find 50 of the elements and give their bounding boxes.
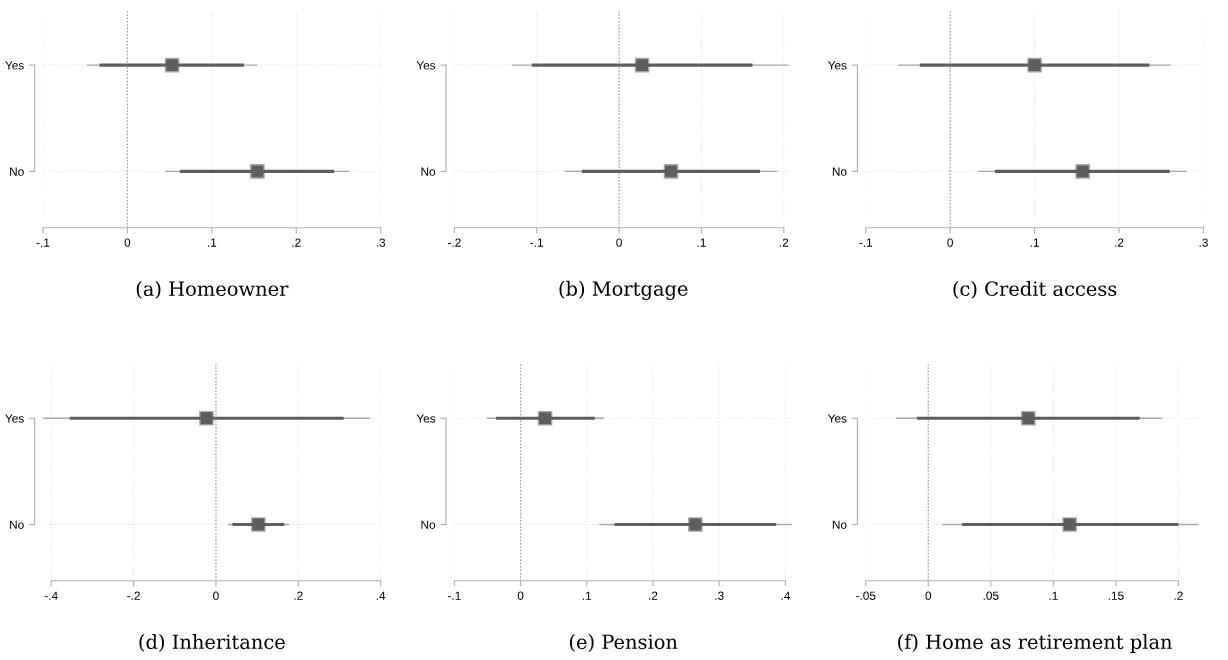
x-tick-label: 0 bbox=[517, 591, 524, 600]
x-tick-label: -.4 bbox=[44, 591, 58, 600]
x-tick-label: .1 bbox=[1030, 238, 1039, 247]
x-tick-label: -.2 bbox=[127, 591, 140, 600]
x-tick-label: .2 bbox=[649, 591, 658, 600]
text: (c) Credit access bbox=[953, 280, 1117, 299]
y-tick-label: No bbox=[421, 520, 436, 529]
y-tick-label: No bbox=[10, 167, 24, 176]
y-tick-label: Yes bbox=[5, 61, 24, 70]
x-tick-label: .15 bbox=[1108, 591, 1124, 600]
y-tick-label: No bbox=[10, 520, 24, 529]
x-tick-label: .2 bbox=[1115, 238, 1124, 247]
x-tick-label: -.2 bbox=[448, 238, 461, 247]
x-tick-label: 0 bbox=[213, 591, 219, 600]
x-tick-label: 0 bbox=[616, 238, 622, 247]
x-tick-label: .1 bbox=[207, 238, 217, 247]
x-tick-label: -.05 bbox=[856, 591, 876, 600]
x-tick-label: .1 bbox=[697, 238, 706, 247]
x-tick-label: .05 bbox=[983, 591, 999, 600]
x-tick-label: .3 bbox=[376, 238, 386, 247]
y-tick-label: Yes bbox=[5, 414, 24, 423]
y-tick-label: Yes bbox=[416, 61, 436, 70]
text: (e) Pension bbox=[569, 634, 678, 652]
y-tick-label: Yes bbox=[827, 61, 847, 70]
x-tick-label: .3 bbox=[1199, 238, 1208, 247]
x-tick-label: .2 bbox=[1174, 591, 1183, 600]
text: (f) Home as retirement plan bbox=[898, 634, 1173, 653]
x-tick-label: 0 bbox=[925, 591, 932, 600]
x-tick-label: -.1 bbox=[448, 591, 461, 600]
y-tick-label: No bbox=[421, 167, 436, 176]
y-tick-label: Yes bbox=[416, 414, 436, 423]
x-tick-label: .2 bbox=[292, 238, 301, 247]
y-tick-label: Yes bbox=[827, 414, 847, 423]
x-tick-label: -.1 bbox=[36, 238, 50, 247]
x-tick-label: .4 bbox=[781, 591, 791, 600]
x-tick-label: .3 bbox=[715, 591, 724, 600]
x-tick-label: .4 bbox=[376, 591, 386, 600]
text: (d) Inheritance bbox=[139, 634, 285, 652]
x-tick-label: .1 bbox=[1049, 591, 1058, 600]
x-tick-label: .1 bbox=[582, 591, 592, 600]
text: (a) Homeowner bbox=[136, 280, 289, 299]
x-tick-label: .2 bbox=[779, 238, 789, 247]
y-tick-label: No bbox=[832, 520, 847, 529]
x-tick-label: -.1 bbox=[859, 238, 873, 247]
y-tick-label: No bbox=[832, 167, 847, 176]
x-tick-label: 0 bbox=[124, 238, 131, 247]
text: (b) Mortgage bbox=[559, 280, 688, 300]
x-tick-label: 0 bbox=[947, 238, 953, 247]
x-tick-label: .2 bbox=[294, 591, 303, 600]
x-tick-label: -.1 bbox=[530, 238, 544, 247]
